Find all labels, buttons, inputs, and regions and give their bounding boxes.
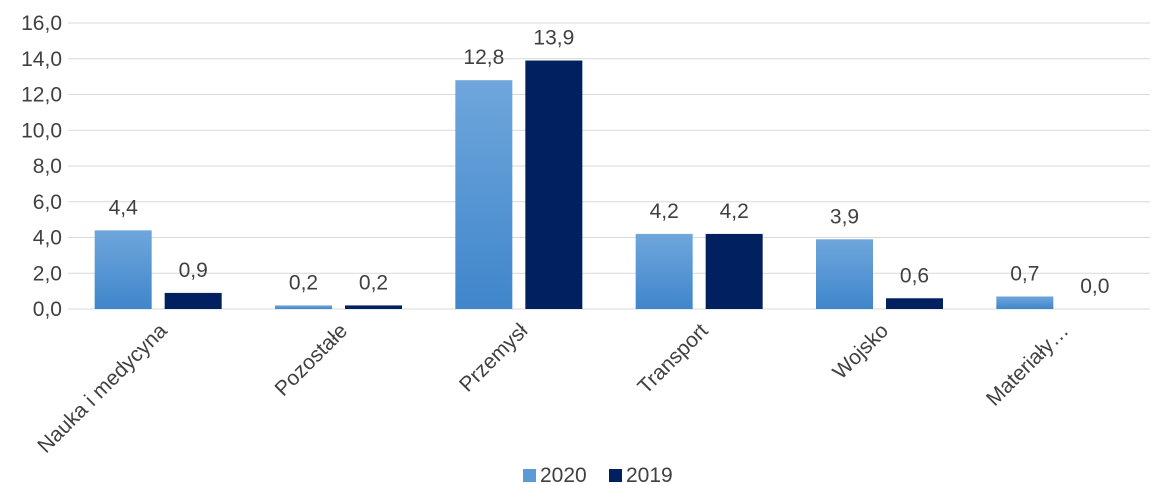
category-label: Materiały… [982,319,1073,410]
category-label: Transport [633,319,712,398]
category-label: Przemysł [455,319,533,397]
category-label: Wojsko [828,319,893,384]
data-label-2019: 4,2 [720,200,749,223]
data-label-2019: 0,6 [900,264,929,287]
legend: 2020 2019 [523,464,673,485]
data-label-2020: 0,7 [1010,262,1039,285]
data-label-2020: 3,9 [830,205,859,228]
y-tick-label: 4,0 [33,227,62,250]
data-labels: 4,4 0,9 0,2 0,2 12,8 13,9 4,2 4,2 3,9 0,6 0,7 0,0 [109,27,1110,298]
data-label-2020: 12,8 [463,46,504,69]
y-tick-label: 16,0 [21,12,62,35]
bar-2019 [886,298,943,309]
y-tick-label: 14,0 [21,48,62,71]
category-label: Nauka i medycyna [33,319,172,458]
category-labels: Nauka i medycyna Pozostałe Przemysł Transpo… [33,319,1073,458]
bar-2019 [345,305,402,309]
data-label-2019: 0,2 [359,271,388,294]
bar-2019 [705,233,763,309]
bar-2019 [525,60,583,309]
bar-2020 [455,80,513,309]
category-label: Pozostałe [271,319,352,400]
y-tick-label: 2,0 [33,262,62,285]
bar-2020 [996,296,1054,309]
data-label-2019: 13,9 [533,27,574,50]
bar-2020 [635,233,693,309]
y-tick-label: 10,0 [21,119,62,142]
legend-swatch-2019 [609,469,622,482]
bar-2020 [275,305,332,309]
legend-label-2020: 2020 [540,464,587,485]
bars [94,60,1054,309]
legend-swatch-2020 [523,469,536,482]
y-tick-label: 12,0 [21,84,62,107]
bar-2020 [816,239,873,309]
y-axis-tick-labels: 0,0 2,0 4,0 6,0 8,0 10,0 12,0 14,0 16,0 [21,12,62,321]
legend-label-2019: 2019 [626,464,673,485]
data-label-2020: 0,2 [289,271,318,294]
y-tick-label: 8,0 [33,155,62,178]
y-tick-label: 0,0 [33,298,62,321]
bar-2020 [94,230,152,309]
data-label-2019: 0,0 [1080,275,1109,298]
data-label-2019: 0,9 [179,259,208,282]
data-label-2020: 4,2 [650,200,679,223]
gridlines [68,22,1150,310]
data-label-2020: 4,4 [109,196,139,219]
y-tick-label: 6,0 [33,191,62,214]
bar-2019 [164,292,222,309]
